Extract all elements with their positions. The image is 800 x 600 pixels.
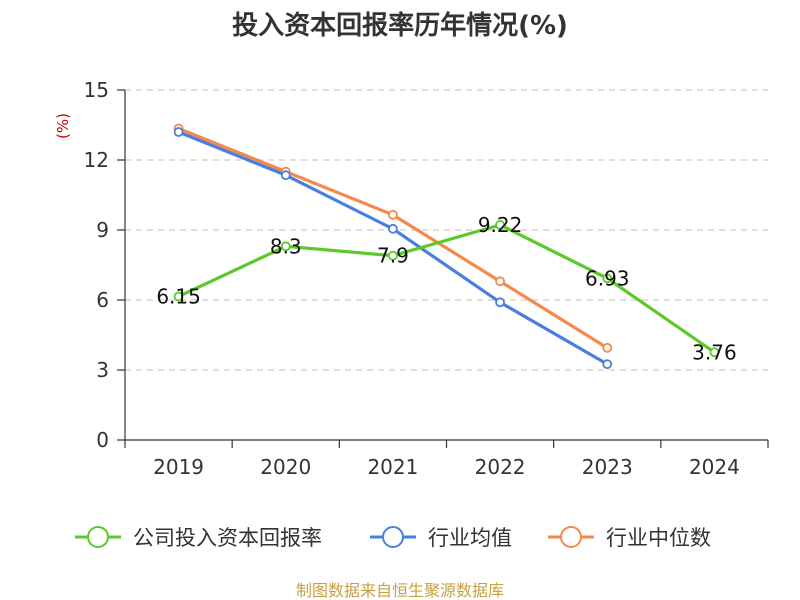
data-point <box>388 209 398 220</box>
data-point <box>495 219 505 230</box>
data-label: 6.93 <box>585 266 630 290</box>
y-tick-label: 12 <box>84 148 109 172</box>
legend-item: 行业均值 <box>370 526 512 550</box>
series-group <box>173 123 720 370</box>
data-point <box>173 291 184 302</box>
data-point <box>602 359 613 370</box>
data-label: 7.9 <box>377 244 409 268</box>
series-0 <box>173 219 720 358</box>
y-tick-label: 15 <box>84 78 109 102</box>
legend-marker <box>382 526 404 548</box>
series-line <box>177 223 716 354</box>
x-tick-label: 2021 <box>367 455 418 479</box>
legend-label: 行业中位数 <box>606 526 711 550</box>
x-tick-labels: 2019 2020 2021 2022 2023 2024 <box>153 455 740 479</box>
axes <box>117 89 769 448</box>
data-label: 6.15 <box>156 285 201 309</box>
y-tick-label: 0 <box>96 428 109 452</box>
series-line <box>177 127 609 350</box>
data-point <box>495 297 505 308</box>
chart-title: 投入资本回报率历年情况(%) <box>232 10 568 41</box>
legend-label: 公司投入资本回报率 <box>133 526 322 550</box>
source-note: 制图数据来自恒生聚源数据库 <box>296 581 504 600</box>
data-point <box>709 347 720 358</box>
grid-lines <box>125 89 768 371</box>
data-point <box>173 127 184 137</box>
y-tick-labels: 0 3 6 9 12 15 <box>84 78 109 452</box>
legend-marker <box>87 526 109 548</box>
data-point <box>495 276 505 287</box>
x-tick-label: 2022 <box>475 455 526 479</box>
data-point <box>602 273 613 284</box>
y-tick-label: 9 <box>96 218 109 242</box>
data-point <box>388 223 398 234</box>
legend-marker <box>560 526 582 548</box>
series-2 <box>173 123 613 353</box>
legend: 公司投入资本回报率 行业均值 行业中位数 <box>75 526 711 550</box>
data-point <box>280 170 291 181</box>
data-label: 8.3 <box>270 234 302 258</box>
data-label: 3.76 <box>692 340 737 364</box>
x-tick-label: 2020 <box>260 455 311 479</box>
y-axis-label: (%) <box>54 113 72 139</box>
series-1 <box>173 127 613 370</box>
x-tick-label: 2023 <box>582 455 633 479</box>
data-point <box>388 250 398 261</box>
legend-label: 行业均值 <box>428 526 512 550</box>
y-tick-label: 6 <box>96 288 109 312</box>
y-tick-label: 3 <box>96 358 109 382</box>
x-tick-label: 2024 <box>689 455 740 479</box>
x-tick-label: 2019 <box>153 455 204 479</box>
data-point <box>280 241 291 252</box>
data-labels: 6.15 8.3 7.9 9.22 6.93 3.76 <box>156 213 736 364</box>
data-point <box>602 342 613 353</box>
legend-item: 行业中位数 <box>548 526 711 550</box>
legend-item: 公司投入资本回报率 <box>75 526 322 550</box>
data-label: 9.22 <box>478 213 523 237</box>
